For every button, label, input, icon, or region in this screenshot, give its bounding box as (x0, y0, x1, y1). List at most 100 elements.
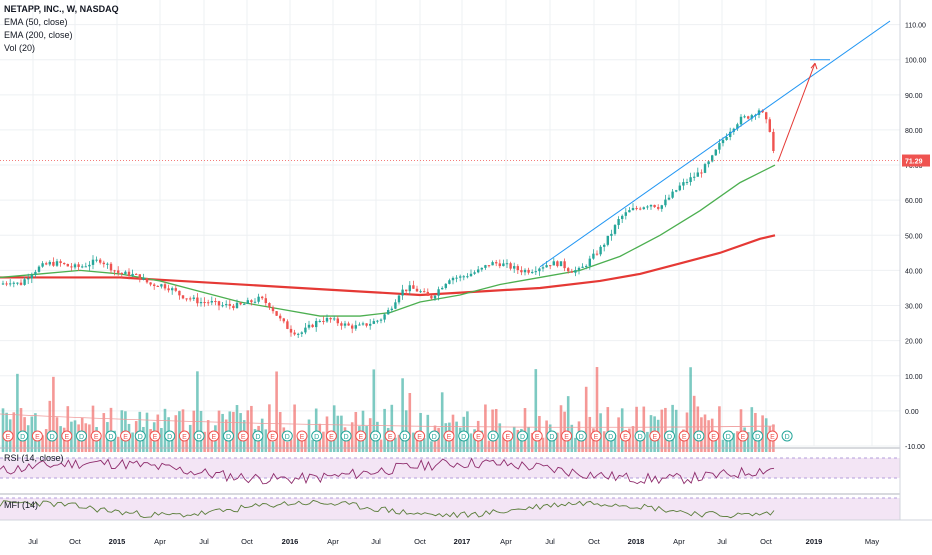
rsi-label[interactable]: RSI (14, close) (4, 453, 64, 463)
candle-body (405, 289, 408, 292)
candle-body (527, 269, 530, 273)
volume-bar (372, 369, 376, 452)
volume-bar (466, 411, 469, 452)
candle-body (365, 323, 368, 326)
marker-letter: E (6, 434, 11, 441)
dividend-marker (487, 430, 499, 442)
volume-bar (505, 433, 509, 452)
candle-body (444, 283, 447, 288)
candle-body (585, 265, 588, 267)
candle-body (99, 259, 102, 263)
volume-bar (494, 408, 498, 452)
candle-body (603, 244, 606, 247)
dividend-marker (223, 430, 234, 442)
candle-body (59, 261, 62, 264)
volume-bar (271, 441, 275, 452)
marker-letter: E (447, 434, 452, 441)
legend-ema200[interactable]: EMA (200, close) (4, 30, 73, 40)
mfi-pane: 50.0000 (0, 493, 932, 521)
volume-bar (732, 433, 736, 452)
volume-bar (667, 436, 671, 452)
candle-body (304, 327, 307, 333)
dividend-marker (105, 430, 117, 442)
volume-bar (595, 367, 599, 452)
y-tick-label: 90.00 (905, 93, 923, 100)
candle-body (772, 131, 775, 151)
candle-body (628, 210, 631, 213)
candle-body (412, 285, 415, 289)
ema50-series (0, 164, 776, 317)
candle-body (455, 277, 458, 279)
candle-body (196, 297, 199, 304)
volume-bar (354, 411, 358, 452)
candle-body (707, 161, 710, 165)
candle-body (232, 305, 235, 309)
volume-bar (635, 406, 638, 452)
candle-body (106, 263, 109, 265)
dividend-marker (399, 430, 411, 442)
dividend-marker (252, 430, 264, 442)
candle-body (358, 324, 361, 326)
candle-body (171, 288, 174, 291)
dividend-marker (281, 430, 293, 442)
volume-bar (552, 433, 556, 452)
main-grid (0, 0, 900, 447)
candle-body (1, 283, 5, 285)
volume-bar (469, 433, 473, 452)
volume-bar (581, 435, 584, 452)
candle-body (387, 310, 390, 315)
earnings-marker (737, 430, 749, 442)
volume-bar (59, 426, 62, 452)
candle-body (617, 219, 620, 226)
volume-bar (530, 432, 534, 452)
legend-ema50[interactable]: EMA (50, close) (4, 17, 68, 27)
candle-body (329, 317, 332, 320)
volume-bar (332, 405, 336, 452)
volume-bar (408, 393, 412, 452)
candle-body (376, 320, 379, 322)
marker-letter: D (520, 434, 525, 441)
legend-vol[interactable]: Vol (20) (4, 43, 36, 53)
candle-body (646, 206, 649, 208)
candle-body (73, 264, 77, 268)
marker-letter: D (285, 434, 290, 441)
candle-body (261, 296, 264, 299)
x-tick-label: Jul (545, 537, 555, 546)
dividend-marker (340, 430, 352, 442)
candle-body (235, 302, 239, 309)
candle-body (9, 283, 12, 285)
candle-body (311, 324, 314, 328)
candle-body (657, 207, 660, 209)
candle-body (588, 258, 591, 266)
candle-body (675, 190, 678, 192)
y-tick-label: 0.00 (905, 409, 919, 416)
candle-body (347, 323, 350, 326)
candle-body (63, 263, 66, 265)
candle-body (549, 265, 552, 267)
volume-bar (163, 408, 167, 452)
candle-body (189, 298, 192, 300)
volume-bar (678, 435, 682, 452)
volume-bar (689, 367, 692, 452)
candle-body (354, 325, 357, 329)
volume-bar (620, 408, 624, 452)
volume-bar (660, 409, 664, 452)
marker-letter: E (35, 434, 40, 441)
volume-bar (1, 408, 5, 452)
volume-bar (484, 404, 487, 452)
candle-body (642, 207, 645, 210)
volume-bar (221, 413, 224, 452)
candle-body (88, 264, 91, 267)
volume-bar (12, 412, 16, 452)
candle-body (736, 124, 739, 129)
dividend-marker (193, 430, 205, 442)
candle-body (685, 182, 689, 184)
candle-body (520, 270, 523, 273)
candle-body (52, 261, 55, 266)
mfi-label[interactable]: MFI (14) (4, 500, 39, 510)
volume-bar (235, 405, 239, 452)
marker-letter: E (329, 434, 334, 441)
dividend-marker (164, 430, 176, 442)
marker-letter: E (741, 434, 746, 441)
